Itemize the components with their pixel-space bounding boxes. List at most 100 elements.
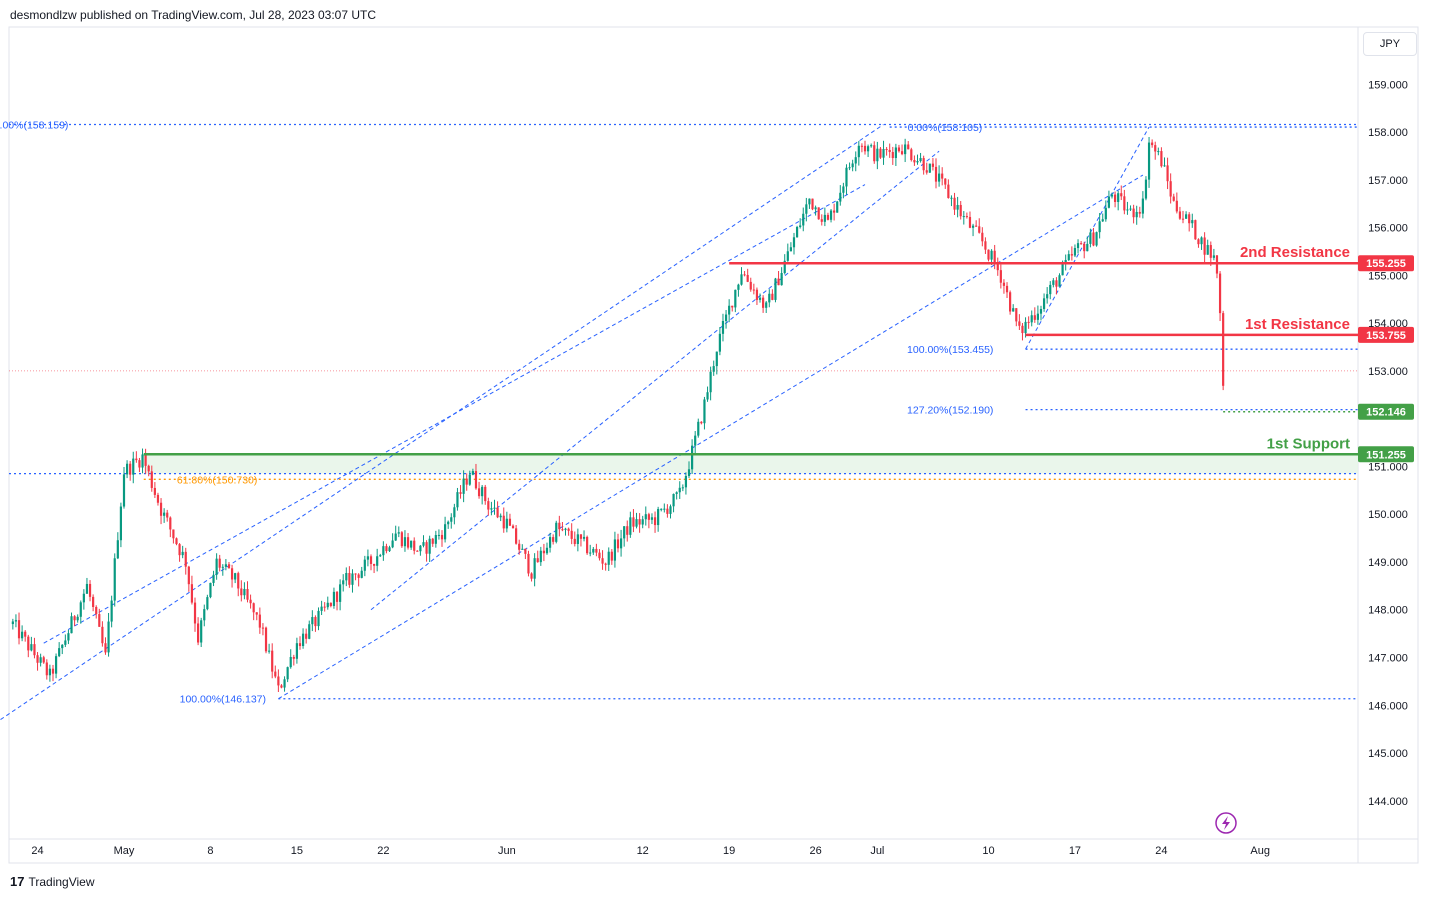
- x-tick-label: May: [114, 845, 135, 857]
- lightning-icon[interactable]: [1215, 812, 1237, 834]
- candle-body: [505, 518, 508, 529]
- x-tick-label: 26: [809, 845, 821, 857]
- candle-body: [24, 631, 27, 637]
- candle-body: [382, 546, 385, 556]
- candle-body: [638, 519, 641, 525]
- candle-body: [524, 548, 527, 554]
- candle-body: [854, 157, 857, 164]
- candle-body: [851, 163, 854, 168]
- candle-body: [873, 145, 876, 162]
- candle-body: [1095, 232, 1098, 246]
- candle-body: [771, 293, 774, 300]
- candle-body: [487, 501, 490, 510]
- candle-body: [277, 676, 280, 686]
- candle-body: [728, 305, 731, 315]
- candle-body: [332, 591, 336, 606]
- support-zone: [143, 454, 1358, 474]
- candle-body: [758, 297, 762, 300]
- candle-body: [132, 458, 135, 475]
- candle-body: [1117, 193, 1120, 202]
- x-tick-label: Jul: [870, 845, 884, 857]
- candle-body: [474, 471, 478, 489]
- x-tick-label: 22: [377, 845, 389, 857]
- candle-body: [206, 597, 209, 610]
- y-tick-label: 153.000: [1368, 366, 1408, 378]
- candle-body: [598, 552, 601, 559]
- price-tag-label: 152.146: [1366, 407, 1406, 419]
- candle-body: [1046, 294, 1049, 299]
- candle-body: [1009, 292, 1012, 312]
- candle-body: [326, 602, 329, 608]
- candle-body: [984, 241, 987, 250]
- candle-body: [820, 219, 823, 222]
- candle-body: [922, 158, 925, 171]
- candle-body: [900, 151, 904, 155]
- candle-body: [379, 555, 382, 557]
- candle-body: [734, 289, 737, 308]
- candle-body: [805, 204, 808, 214]
- candle-body: [252, 603, 255, 613]
- candle-body: [212, 574, 215, 583]
- candle-body: [950, 197, 953, 199]
- candle-body: [1101, 219, 1104, 222]
- candle-body: [1166, 165, 1169, 182]
- x-tick-label: 10: [982, 845, 994, 857]
- candle-body: [289, 656, 292, 668]
- candle-body: [558, 522, 561, 530]
- candle-body: [971, 225, 975, 228]
- candle-body: [691, 445, 694, 470]
- candle-body: [453, 507, 456, 518]
- candle-body: [518, 543, 521, 550]
- candle-body: [113, 558, 116, 601]
- candle-body: [88, 583, 92, 597]
- x-tick-label: 19: [723, 845, 735, 857]
- candle-body: [626, 526, 629, 535]
- candle-body: [799, 225, 802, 227]
- candle-body: [746, 274, 749, 282]
- y-tick-label: 149.000: [1368, 557, 1408, 569]
- candle-body: [1206, 245, 1209, 255]
- candle-body: [388, 547, 391, 552]
- candle-body: [635, 519, 638, 527]
- candle-body: [552, 537, 555, 542]
- candle-body: [79, 602, 82, 617]
- candle-body: [925, 170, 928, 173]
- footer-brand[interactable]: 17 TradingView: [10, 874, 95, 889]
- candle-body: [515, 528, 518, 544]
- currency-button[interactable]: JPY: [1363, 32, 1417, 56]
- candle-body: [444, 524, 447, 540]
- candle-body: [129, 463, 132, 475]
- candle-body: [1144, 179, 1148, 199]
- candle-body: [610, 551, 613, 561]
- price-tag: [1358, 446, 1414, 463]
- candle-body: [623, 526, 626, 539]
- candle-body: [1055, 280, 1058, 287]
- candle-body: [1157, 151, 1160, 153]
- candle-body: [567, 528, 570, 531]
- candle-body: [829, 210, 833, 220]
- candle-body: [147, 465, 150, 472]
- candle-body: [1021, 325, 1024, 334]
- candle-body: [1135, 211, 1138, 218]
- resistance-level-label: 2nd Resistance: [1240, 244, 1350, 261]
- candle-body: [629, 517, 632, 535]
- candle-body: [1181, 218, 1185, 220]
- candle-body: [817, 207, 820, 220]
- candle-body: [511, 525, 515, 529]
- candle-body: [240, 588, 243, 596]
- candle-body: [462, 478, 465, 494]
- candle-body: [641, 519, 644, 525]
- candle-body: [934, 166, 938, 182]
- candle-body: [709, 371, 712, 393]
- candle-body: [156, 494, 160, 503]
- candle-body: [1175, 200, 1178, 212]
- candle-body: [169, 517, 172, 530]
- candle-body: [981, 232, 984, 242]
- candle-body: [811, 198, 814, 210]
- candle-body: [163, 512, 166, 516]
- candle-body: [792, 237, 796, 248]
- candle-body: [30, 644, 33, 651]
- candle-body: [298, 643, 302, 647]
- candle-body: [351, 573, 354, 585]
